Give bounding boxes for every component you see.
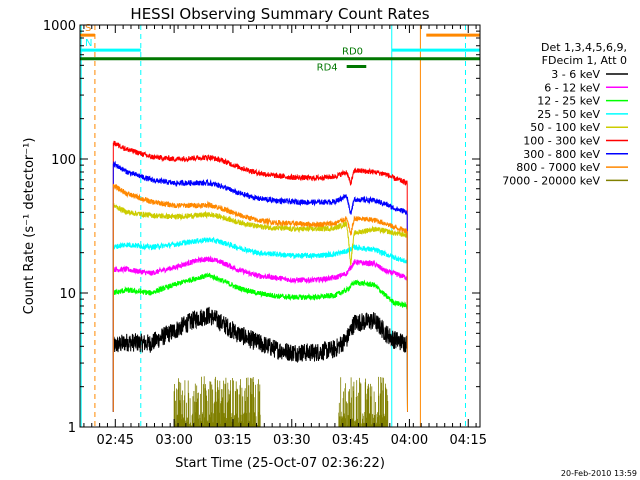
series-line-4 — [112, 203, 408, 412]
chart-title: HESSI Observing Summary Count Rates — [130, 5, 429, 23]
plot-content: SN RD0 RD4 — [80, 23, 480, 427]
legend-label-1: 6 - 12 keV — [544, 81, 600, 94]
state-label-5: RD4 — [317, 63, 338, 74]
y-tick-label-3: 1000 — [43, 19, 76, 34]
series-line-0 — [112, 306, 408, 412]
legend-label-8: 7000 - 20000 keV — [502, 174, 600, 187]
legend-header-1: FDecim 1, Att 0 — [542, 54, 627, 67]
y-axis-label: Count Rate (s⁻¹ detector⁻¹) — [22, 138, 37, 315]
series-line-3 — [112, 236, 408, 412]
x-tick-label-2: 03:15 — [214, 433, 251, 448]
y-tick-label-0: 1 — [68, 421, 76, 436]
state-label-4: RD0 — [342, 47, 363, 58]
series-line-8 — [173, 376, 389, 427]
x-axis-label: Start Time (25-Oct-07 02:36:22) — [175, 456, 385, 471]
y-tick-label-1: 10 — [59, 287, 76, 302]
legend: Det 1,3,4,5,6,9,FDecim 1, Att 03 - 6 keV… — [502, 41, 628, 187]
axes: 1 10 100 1000 02:45 03:00 03:15 03:30 03:45 04:00… — [43, 19, 487, 448]
legend-label-7: 800 - 7000 keV — [516, 161, 600, 174]
x-tick-label-0: 02:45 — [97, 433, 134, 448]
legend-label-3: 25 - 50 keV — [537, 108, 600, 121]
x-tick-label-6: 04:15 — [450, 433, 487, 448]
series-line-1 — [112, 255, 408, 412]
series-line-7 — [112, 183, 408, 412]
state-label-1: N — [85, 38, 92, 49]
footer-timestamp: 20-Feb-2010 13:59 — [561, 469, 637, 478]
legend-label-6: 300 - 800 keV — [523, 148, 600, 161]
x-tick-label-3: 03:30 — [273, 433, 310, 448]
state-label-0: S — [85, 23, 91, 34]
series-line-6 — [112, 160, 408, 412]
x-tick-label-4: 03:45 — [332, 433, 369, 448]
series-line-5 — [112, 140, 408, 412]
legend-label-0: 3 - 6 keV — [551, 68, 600, 81]
legend-label-4: 50 - 100 keV — [530, 121, 600, 134]
legend-label-2: 12 - 25 keV — [537, 95, 600, 108]
legend-header-0: Det 1,3,4,5,6,9, — [541, 41, 627, 54]
series-line-2 — [112, 272, 408, 412]
x-tick-label-5: 04:00 — [391, 433, 428, 448]
y-tick-label-2: 100 — [51, 153, 76, 168]
legend-label-5: 100 - 300 keV — [523, 135, 600, 148]
x-tick-label-1: 03:00 — [155, 433, 192, 448]
